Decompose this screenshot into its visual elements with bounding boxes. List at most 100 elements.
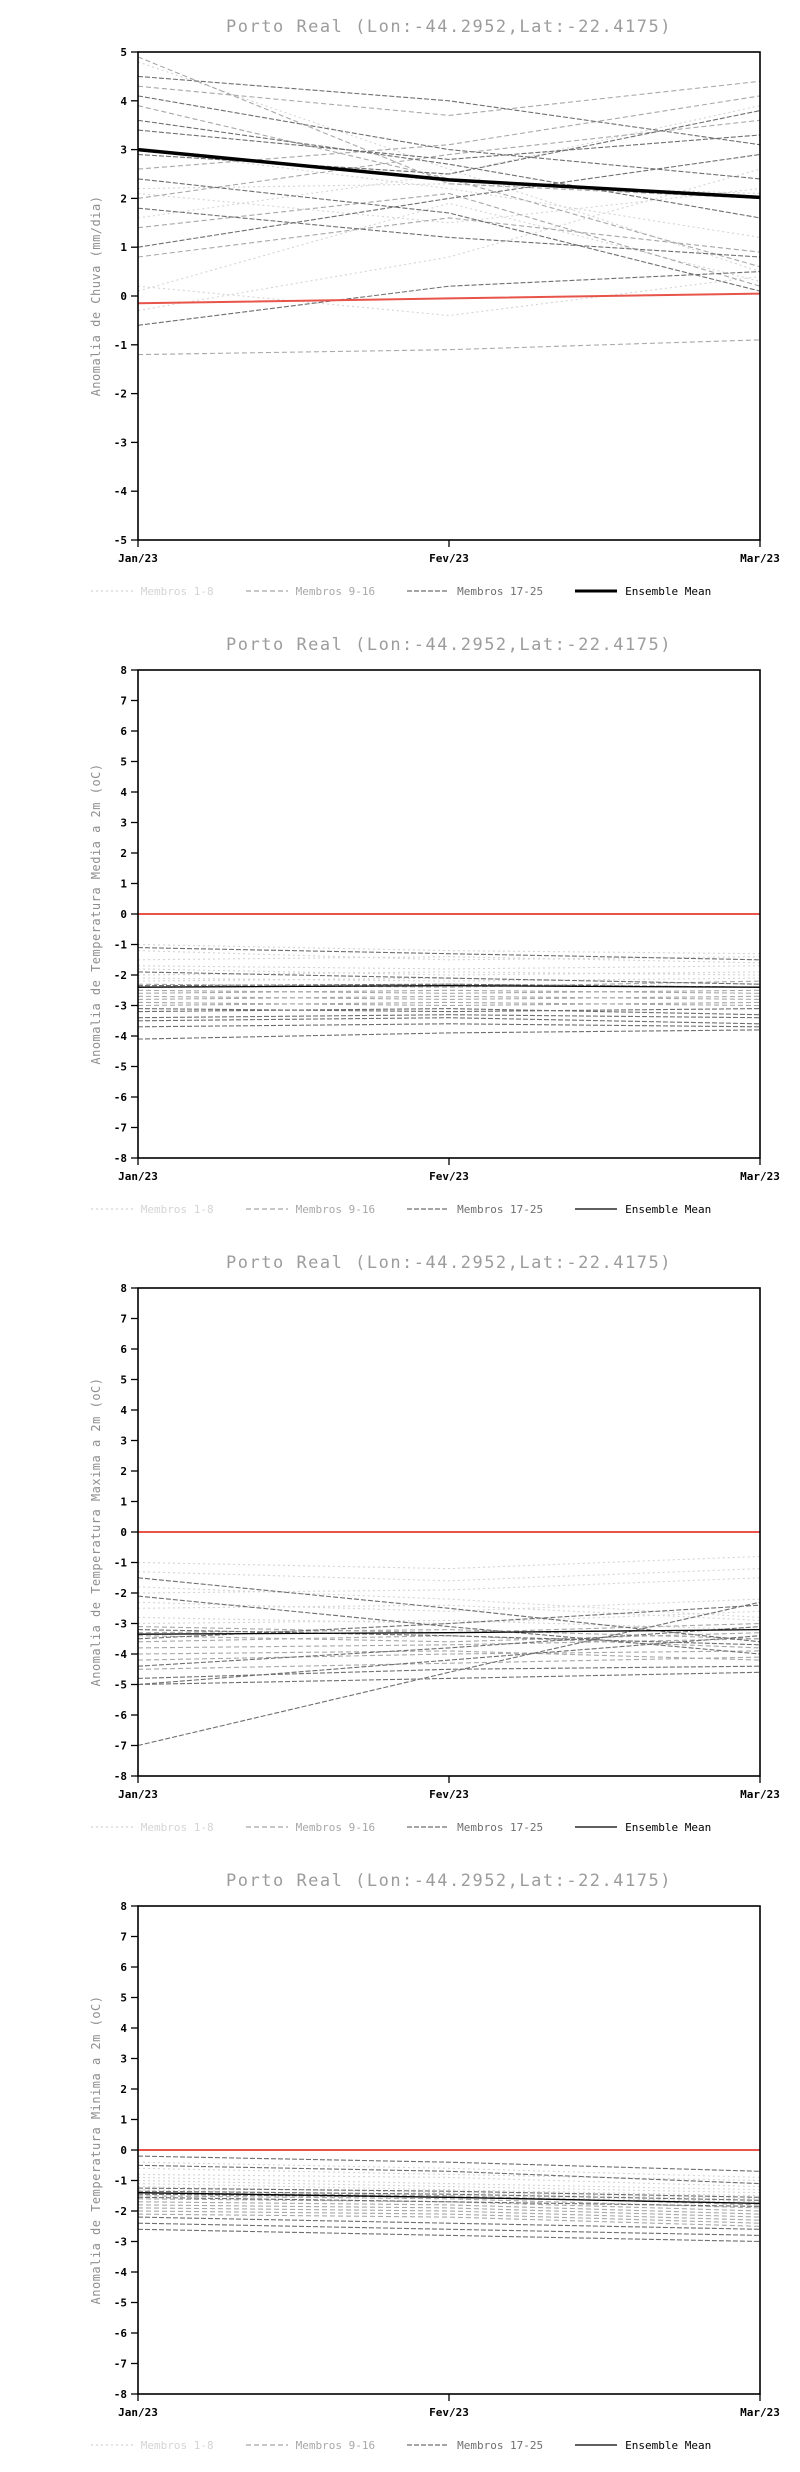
- ensemble-member-line: [137, 2167, 761, 2182]
- y-tick-label: 2: [120, 847, 127, 860]
- y-tick-label: -5: [114, 534, 127, 547]
- ensemble-member-line: [137, 1665, 761, 1679]
- legend-item-members-9-16: Membros 9-16: [244, 2439, 375, 2452]
- y-tick-label: -5: [114, 1061, 127, 1074]
- y-tick-label: -7: [114, 2358, 127, 2371]
- y-tick-label: -2: [114, 969, 127, 982]
- plot-frame: [137, 669, 761, 1159]
- ensemble-member-line: [137, 1598, 761, 1612]
- ensemble-member-line: [137, 2196, 761, 2207]
- y-tick-label: -4: [114, 2266, 128, 2279]
- chart-legend: Membros 1-8 Membros 9-16 Membros 17-25 E…: [0, 1810, 800, 1844]
- ensemble-member-line: [137, 188, 761, 224]
- y-tick-label: -3: [114, 2236, 127, 2249]
- x-tick-label: Jan/23: [118, 2406, 158, 2419]
- y-tick-label: 8: [120, 1282, 127, 1295]
- legend-label: Membros 1-8: [140, 2438, 214, 2452]
- ensemble-member-line: [137, 1008, 761, 1016]
- y-tick-label: -2: [114, 388, 127, 401]
- y-tick-label: 6: [120, 1961, 127, 1974]
- legend-label: Membros 17-25: [457, 584, 544, 598]
- chart-title: Porto Real (Lon:-44.2952,Lat:-22.4175): [226, 635, 672, 655]
- ensemble-member-line: [137, 1610, 761, 1625]
- x-tick-label: Mar/23: [740, 1170, 780, 1183]
- y-axis-label: Anomalia de Temperatura Minima a 2m (oC): [89, 1996, 103, 2305]
- ensemble-member-line: [137, 956, 761, 964]
- ensemble-member-line: [137, 1601, 761, 1747]
- chart-title: Porto Real (Lon:-44.2952,Lat:-22.4175): [226, 1253, 672, 1273]
- chart-panel-rain-anomaly: Porto Real (Lon:-44.2952,Lat:-22.4175) An…: [0, 0, 800, 618]
- y-tick-label: 4: [120, 2022, 127, 2035]
- y-tick-label: 5: [120, 1992, 127, 2005]
- y-tick-label: 2: [120, 2083, 127, 2096]
- ensemble-member-line: [137, 1023, 761, 1028]
- legend-label: Membros 17-25: [457, 1202, 544, 1216]
- legend-label: Ensemble Mean: [625, 1820, 712, 1834]
- chart-legend: Membros 1-8 Membros 9-16 Membros 17-25 E…: [0, 1192, 800, 1226]
- ensemble-member-line: [137, 1604, 761, 1640]
- ensemble-member-line: [137, 129, 761, 160]
- y-tick-label: 7: [120, 1313, 127, 1326]
- y-tick-label: 6: [120, 725, 127, 738]
- ensemble-member-line: [137, 2216, 761, 2230]
- x-tick-label: Fev/23: [429, 1788, 469, 1801]
- y-tick-label: -6: [114, 2327, 128, 2340]
- chart-title: Porto Real (Lon:-44.2952,Lat:-22.4175): [226, 17, 672, 37]
- y-tick-label: -5: [114, 2297, 127, 2310]
- y-tick-label: 8: [120, 664, 127, 677]
- ensemble-member-line: [137, 119, 761, 219]
- legend-item-members-17-25: Membros 17-25: [405, 1203, 543, 1216]
- y-axis-label: Anomalia de Chuva (mm/dia): [89, 196, 103, 397]
- legend-label: Membros 17-25: [457, 2438, 544, 2452]
- ensemble-member-line: [137, 1577, 761, 1594]
- ensemble-member-line: [137, 1555, 761, 1570]
- x-tick-label: Jan/23: [118, 1788, 158, 1801]
- y-tick-label: 3: [120, 817, 127, 830]
- ensemble-member-line: [137, 168, 761, 312]
- ensemble-member-line: [137, 2164, 761, 2185]
- legend-item-members-17-25: Membros 17-25: [405, 1821, 543, 1834]
- ensemble-member-line: [137, 1017, 761, 1025]
- ensemble-member-line: [137, 105, 761, 268]
- chart-panel-mean-temp-anomaly: Porto Real (Lon:-44.2952,Lat:-22.4175) An…: [0, 618, 800, 1236]
- legend-label: Membros 9-16: [295, 1202, 376, 1216]
- plot-frame: [137, 1287, 761, 1777]
- ensemble-member-line: [137, 2228, 761, 2243]
- zero-reference-line: [137, 292, 761, 305]
- y-tick-label: 1: [120, 2114, 127, 2127]
- legend-item-members-17-25: Membros 17-25: [405, 585, 543, 598]
- ensemble-member-line: [137, 2161, 761, 2178]
- chart-panel-max-temp-anomaly: Porto Real (Lon:-44.2952,Lat:-22.4175) An…: [0, 1236, 800, 1854]
- y-tick-label: -1: [114, 339, 128, 352]
- x-tick-label: Mar/23: [740, 552, 780, 565]
- ensemble-member-line: [137, 947, 761, 961]
- ensemble-member-line: [137, 2186, 761, 2200]
- ensemble-member-line: [137, 2176, 761, 2191]
- y-tick-label: 3: [120, 1435, 127, 1448]
- legend-item-members-1-8: Membros 1-8: [89, 1821, 214, 1834]
- y-tick-label: 0: [120, 290, 127, 303]
- ensemble-member-line: [137, 965, 761, 970]
- ensemble-member-line: [137, 217, 761, 258]
- ensemble-member-line: [137, 119, 761, 199]
- y-tick-label: -4: [114, 1648, 128, 1661]
- y-tick-label: 5: [120, 1374, 127, 1387]
- ensemble-member-line: [137, 1029, 761, 1040]
- legend-label: Ensemble Mean: [625, 584, 712, 598]
- ensemble-member-line: [137, 1604, 761, 1621]
- mean-temperature-anomaly-chart: Porto Real (Lon:-44.2952,Lat:-22.4175) An…: [89, 635, 780, 1183]
- y-tick-label: -3: [114, 1000, 127, 1013]
- x-tick-label: Fev/23: [429, 552, 469, 565]
- y-tick-label: -7: [114, 1122, 127, 1135]
- y-tick-label: -8: [114, 2388, 127, 2401]
- ensemble-member-line: [137, 971, 761, 976]
- ensemble-member-line: [137, 1635, 761, 1686]
- y-tick-label: -2: [114, 1587, 127, 1600]
- y-tick-label: 4: [120, 786, 127, 799]
- ensemble-mean-line: [137, 2192, 761, 2205]
- ensemble-member-line: [137, 178, 761, 292]
- ensemble-member-line: [137, 1568, 761, 1582]
- y-axis-label: Anomalia de Temperatura Media a 2m (oC): [89, 763, 103, 1064]
- legend-label: Ensemble Mean: [625, 2438, 712, 2452]
- legend-item-members-9-16: Membros 9-16: [244, 1203, 375, 1216]
